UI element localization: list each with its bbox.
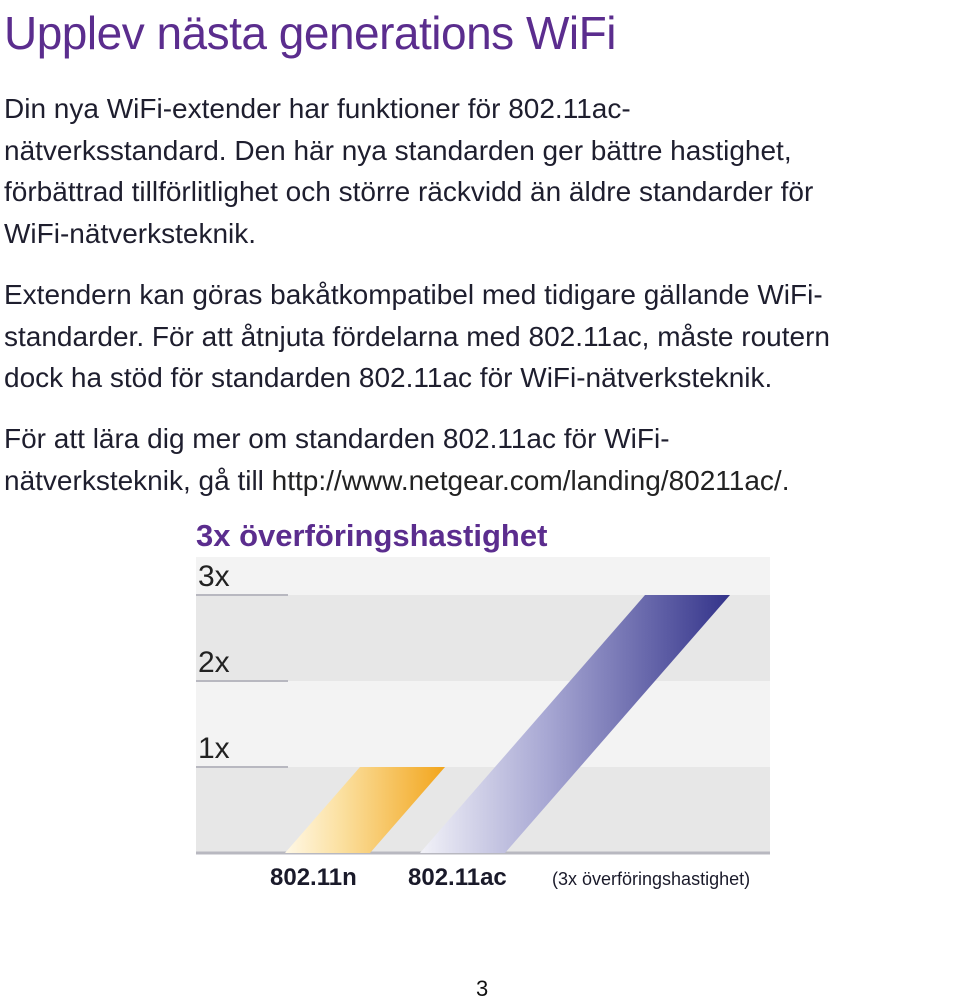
- page-title: Upplev nästa generations WiFi: [4, 7, 616, 59]
- chart-bars: [285, 595, 730, 853]
- page-number: 3: [476, 976, 489, 1001]
- paragraph-line: Din nya WiFi-extender har funktioner för…: [4, 93, 631, 124]
- grid-band: [196, 557, 770, 595]
- paragraph-line: Extendern kan göras bakåtkompatibel med …: [4, 279, 823, 310]
- y-tick-label: 3x: [198, 560, 230, 593]
- paragraph-line: dock ha stöd för standarden 802.11ac för…: [4, 362, 773, 393]
- paragraph-line: WiFi-nätverksteknik.: [4, 217, 257, 249]
- netgear-80211ac-link[interactable]: http://www.netgear.com/landing/80211ac/.: [271, 464, 790, 496]
- paragraph-text: nätverksteknik, gå till: [4, 464, 272, 496]
- x-category-label: 802.11ac: [408, 864, 507, 891]
- paragraph-line: nätverksteknik, gå till http://www.netge…: [4, 460, 789, 502]
- paragraph-line: standarder. För att åtnjuta fördelarna m…: [4, 320, 830, 352]
- learn-more-paragraph: För att lära dig mer om standarden 802.1…: [4, 418, 789, 501]
- chart-y-ticks: 1x 2x 3x: [198, 560, 230, 765]
- compatibility-paragraph: Extendern kan göras bakåtkompatibel med …: [4, 274, 830, 399]
- paragraph-line: För att lära dig mer om standarden 802.1…: [4, 423, 670, 454]
- paragraph-line: förbättrad tillförlitlighet och större r…: [4, 176, 814, 207]
- bar-80211n: [285, 767, 445, 853]
- speed-chart: 3x överföringshastighet 1x 2x 3x 802.11n 80…: [190, 508, 830, 898]
- grid-band: [196, 681, 770, 767]
- y-tick-label: 2x: [198, 646, 230, 679]
- chart-title: 3x överföringshastighet: [196, 518, 547, 553]
- bar-80211ac: [420, 595, 730, 853]
- x-category-label: 802.11n: [270, 864, 357, 891]
- paragraph-line: nätverksstandard. Den här nya standarden…: [4, 134, 792, 166]
- chart-annotation: (3x överföringshastighet): [552, 869, 750, 889]
- y-tick-label: 1x: [198, 732, 230, 765]
- intro-paragraph: Din nya WiFi-extender har funktioner för…: [4, 88, 813, 254]
- chart-x-labels: 802.11n 802.11ac: [270, 864, 507, 891]
